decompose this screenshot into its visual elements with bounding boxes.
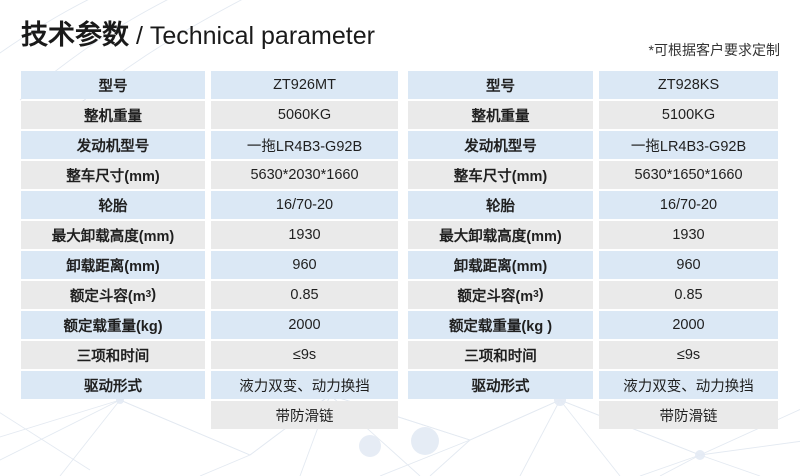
table-row: 额定载重量(kg ) 2000 bbox=[408, 311, 778, 341]
customization-note: *可根据客户要求定制 bbox=[648, 42, 780, 58]
spec-value: 5100KG bbox=[599, 101, 778, 129]
spec-label: 轮胎 bbox=[21, 191, 205, 219]
spec-table-zt926mt: 型号 ZT926MT 整机重量 5060KG 发动机型号 一拖LR4B3-G92B 整车尺寸… bbox=[21, 71, 398, 431]
table-row: 卸载距离(mm) 960 bbox=[408, 251, 778, 281]
spec-label: 卸载距离(mm) bbox=[408, 251, 593, 279]
spec-label: 最大卸载高度(mm) bbox=[21, 221, 205, 249]
spec-table-zt928ks: 型号 ZT928KS 整机重量 5100KG 发动机型号 一拖LR4B3-G92B 整车尺寸… bbox=[408, 71, 778, 431]
spec-value: 一拖LR4B3-G92B bbox=[599, 131, 778, 159]
spec-label: 额定载重量(kg) bbox=[21, 311, 205, 339]
table-row: 整车尺寸(mm) 5630*2030*1660 bbox=[21, 161, 398, 191]
page-title-separator: / bbox=[129, 22, 150, 50]
spec-label: 整车尺寸(mm) bbox=[21, 161, 205, 189]
spec-label: 轮胎 bbox=[408, 191, 593, 219]
spec-label: 驱动形式 bbox=[21, 371, 205, 399]
table-row: 发动机型号 一拖LR4B3-G92B bbox=[408, 131, 778, 161]
spec-label: 发动机型号 bbox=[408, 131, 593, 159]
table-row: 额定斗容(m 3) 0.85 bbox=[21, 281, 398, 311]
spec-value: ≤9s bbox=[599, 341, 778, 369]
table-row: 整车尺寸(mm) 5630*1650*1660 bbox=[408, 161, 778, 191]
spec-value: 一拖LR4B3-G92B bbox=[211, 131, 398, 159]
spec-label: 整车尺寸(mm) bbox=[408, 161, 593, 189]
spec-label: 额定斗容(m 3) bbox=[408, 281, 593, 309]
table-row: 卸载距离(mm) 960 bbox=[21, 251, 398, 281]
spec-value: 2000 bbox=[211, 311, 398, 339]
spec-value: 16/70-20 bbox=[599, 191, 778, 219]
spec-label: 整机重量 bbox=[21, 101, 205, 129]
table-row: 型号 ZT928KS bbox=[408, 71, 778, 101]
page-title-cn: 技术参数 bbox=[21, 20, 129, 50]
page-title: 技术参数 / Technical parameter bbox=[21, 18, 375, 53]
table-row: 整机重量 5100KG bbox=[408, 101, 778, 131]
spec-label-empty bbox=[408, 401, 593, 429]
spec-label-empty bbox=[21, 401, 205, 429]
spec-value: 0.85 bbox=[211, 281, 398, 309]
spec-value: 1930 bbox=[599, 221, 778, 249]
spec-value: 液力双变、动力换挡 bbox=[599, 371, 778, 399]
spec-label: 发动机型号 bbox=[21, 131, 205, 159]
spec-label: 最大卸载高度(mm) bbox=[408, 221, 593, 249]
spec-label: 卸载距离(mm) bbox=[21, 251, 205, 279]
spec-value: 16/70-20 bbox=[211, 191, 398, 219]
table-row: 轮胎 16/70-20 bbox=[21, 191, 398, 221]
table-row: 驱动形式 液力双变、动力换挡 bbox=[21, 371, 398, 401]
spec-value: 液力双变、动力换挡 bbox=[211, 371, 398, 399]
table-row: 带防滑链 bbox=[21, 401, 398, 431]
table-row: 型号 ZT926MT bbox=[21, 71, 398, 101]
table-row: 额定斗容(m 3) 0.85 bbox=[408, 281, 778, 311]
spec-value: 带防滑链 bbox=[211, 401, 398, 429]
table-row: 三项和时间 ≤9s bbox=[21, 341, 398, 371]
table-row: 三项和时间 ≤9s bbox=[408, 341, 778, 371]
table-row: 发动机型号 一拖LR4B3-G92B bbox=[21, 131, 398, 161]
spec-label: 额定斗容(m 3) bbox=[21, 281, 205, 309]
spec-label: 三项和时间 bbox=[21, 341, 205, 369]
table-row: 最大卸载高度(mm) 1930 bbox=[408, 221, 778, 251]
spec-value: ≤9s bbox=[211, 341, 398, 369]
spec-value: 5060KG bbox=[211, 101, 398, 129]
spec-value: ZT928KS bbox=[599, 71, 778, 99]
spec-value: 960 bbox=[599, 251, 778, 279]
spec-value: 5630*1650*1660 bbox=[599, 161, 778, 189]
spec-value: 1930 bbox=[211, 221, 398, 249]
header: 技术参数 / Technical parameter *可根据客户要求定制 bbox=[0, 0, 800, 71]
spec-label: 整机重量 bbox=[408, 101, 593, 129]
spec-value: 5630*2030*1660 bbox=[211, 161, 398, 189]
spec-label: 额定载重量(kg ) bbox=[408, 311, 593, 339]
spec-label: 驱动形式 bbox=[408, 371, 593, 399]
spec-value: 960 bbox=[211, 251, 398, 279]
spec-label: 型号 bbox=[408, 71, 593, 99]
spec-value: 2000 bbox=[599, 311, 778, 339]
table-row: 驱动形式 液力双变、动力换挡 bbox=[408, 371, 778, 401]
table-row: 最大卸载高度(mm) 1930 bbox=[21, 221, 398, 251]
spec-label: 型号 bbox=[21, 71, 205, 99]
table-row: 轮胎 16/70-20 bbox=[408, 191, 778, 221]
spec-label: 三项和时间 bbox=[408, 341, 593, 369]
table-row: 额定载重量(kg) 2000 bbox=[21, 311, 398, 341]
spec-value: 带防滑链 bbox=[599, 401, 778, 429]
table-row: 带防滑链 bbox=[408, 401, 778, 431]
table-row: 整机重量 5060KG bbox=[21, 101, 398, 131]
spec-value: ZT926MT bbox=[211, 71, 398, 99]
page-title-en: Technical parameter bbox=[149, 22, 375, 50]
spec-value: 0.85 bbox=[599, 281, 778, 309]
